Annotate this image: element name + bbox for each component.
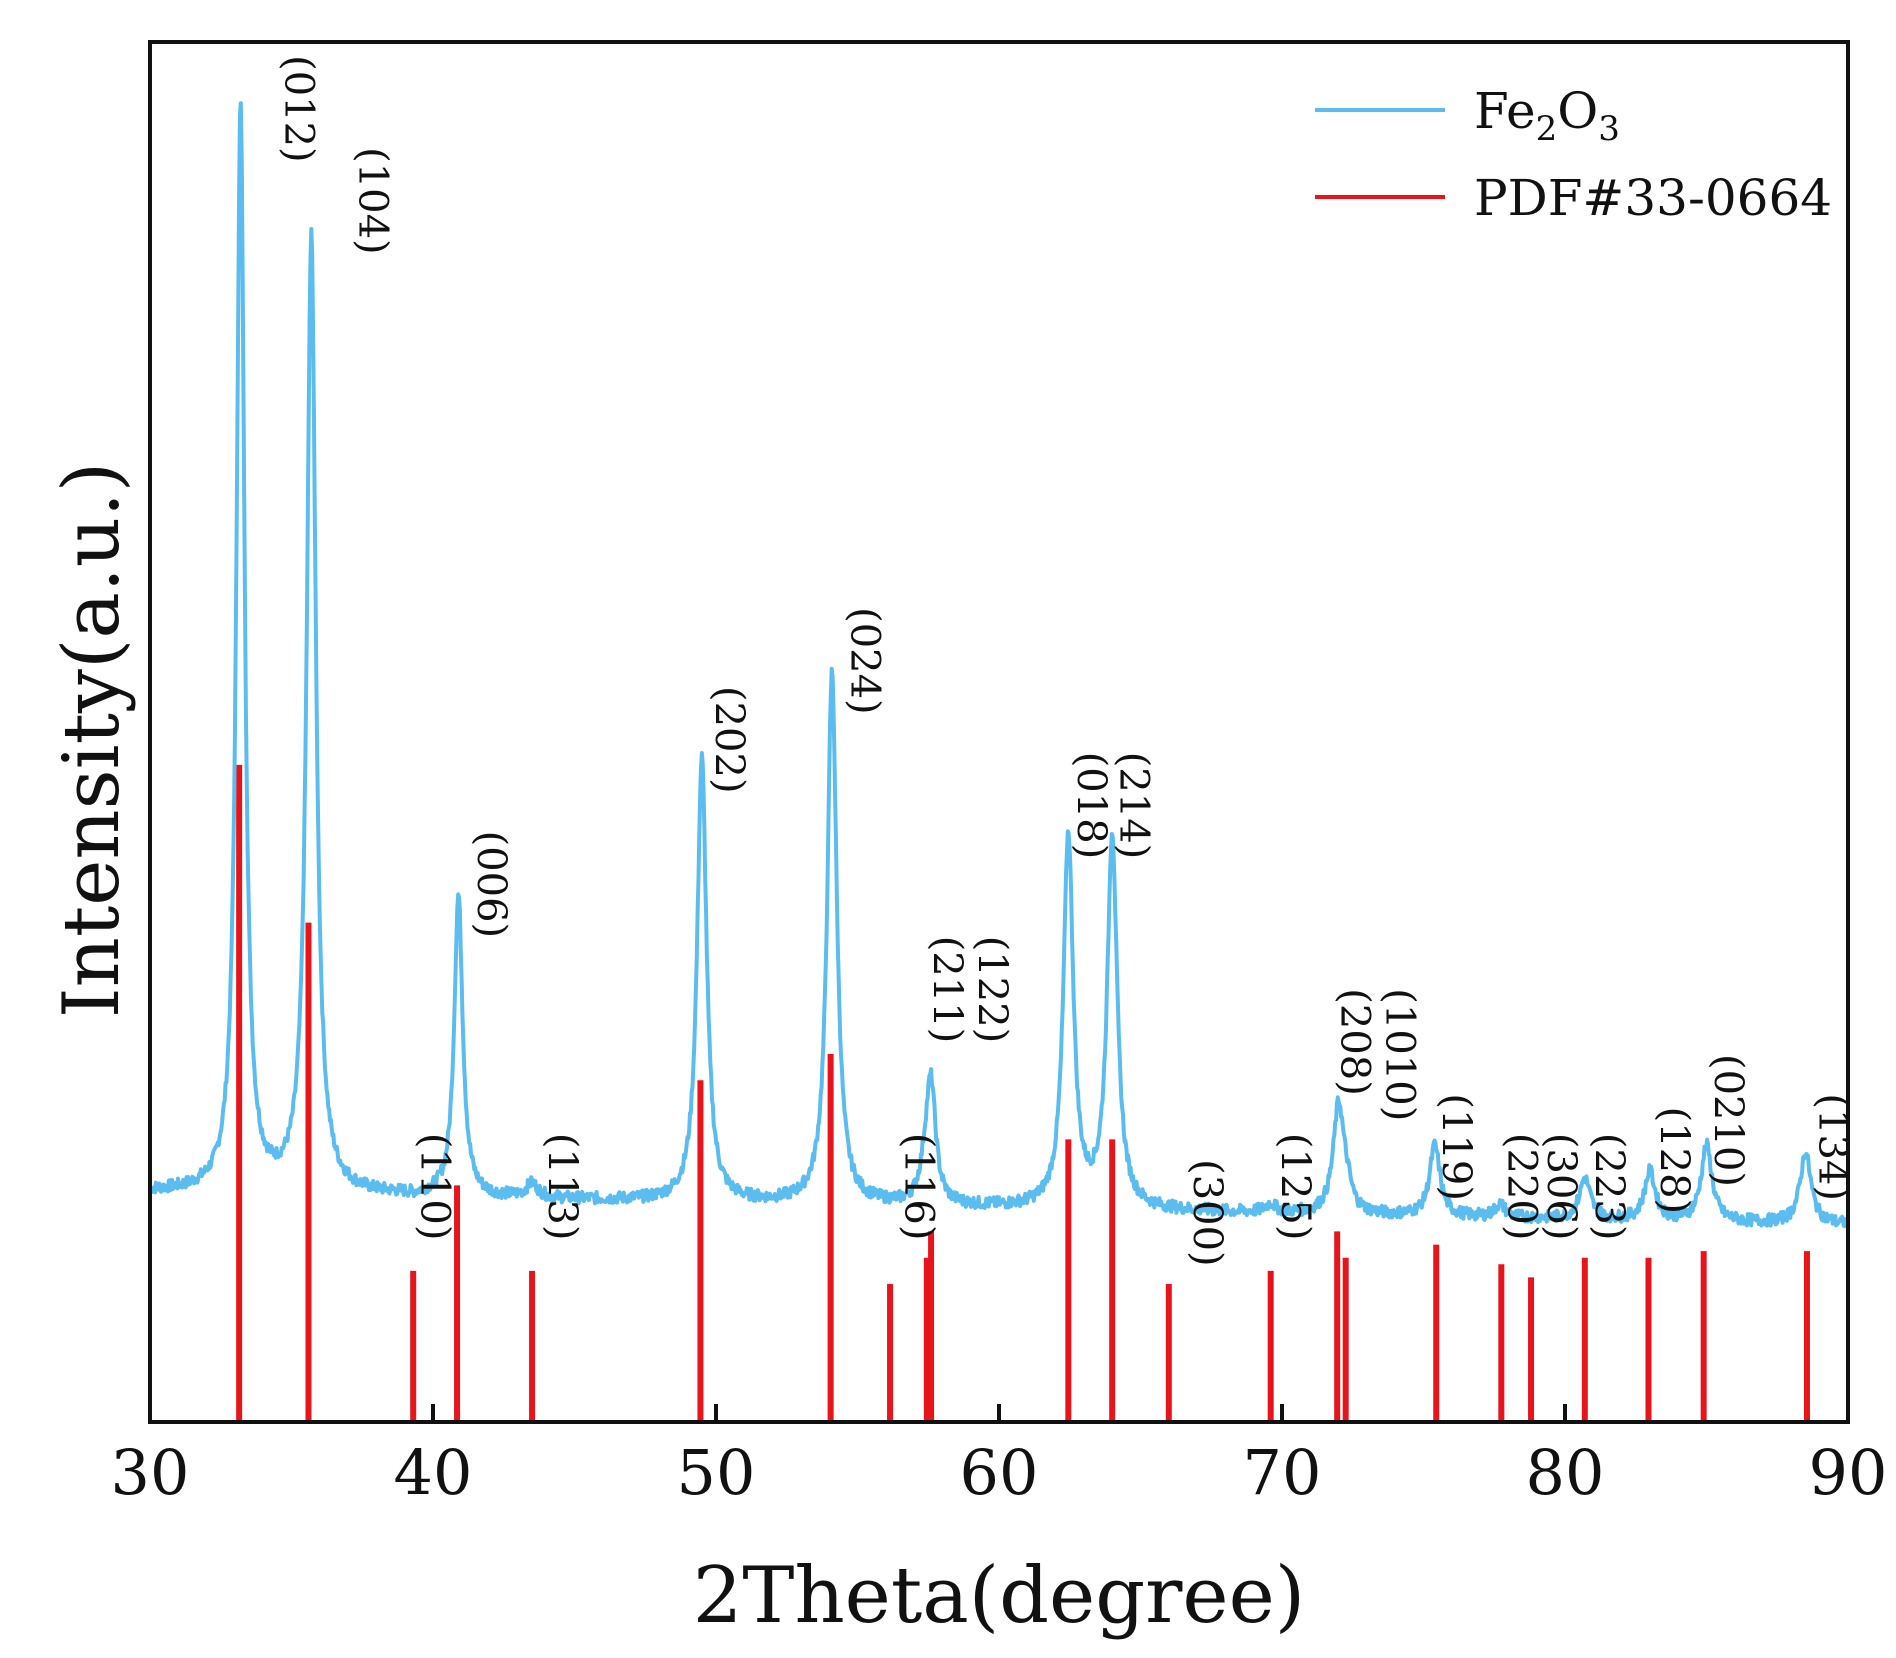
x-tick-label: 60 bbox=[960, 1436, 1039, 1509]
x-tick-label: 30 bbox=[111, 1436, 190, 1509]
x-tick-label: 40 bbox=[394, 1436, 473, 1509]
peak-annotation: (116) bbox=[896, 1133, 942, 1241]
peak-annotation: (024) bbox=[842, 607, 888, 715]
x-tick-label: 70 bbox=[1243, 1436, 1322, 1509]
peak-annotation: (113) bbox=[539, 1133, 585, 1241]
legend-label-fe2o3: Fe2O3 bbox=[1474, 82, 1620, 149]
peak-annotation: (306) bbox=[1538, 1133, 1584, 1241]
x-tick-label: 80 bbox=[1526, 1436, 1605, 1509]
peak-annotation: (134) bbox=[1810, 1093, 1856, 1201]
peak-annotation: (0210) bbox=[1705, 1054, 1751, 1187]
peak-annotation: (211) bbox=[924, 936, 970, 1044]
peak-annotation: (1010) bbox=[1377, 988, 1423, 1121]
x-tick-label: 90 bbox=[1809, 1436, 1888, 1509]
fe2o3-pattern-line bbox=[148, 101, 1850, 1229]
peak-annotation: (128) bbox=[1651, 1107, 1697, 1215]
peak-annotation: (214) bbox=[1111, 752, 1157, 860]
peak-annotation: (122) bbox=[969, 936, 1015, 1044]
legend: Fe2O3 PDF#33-0664 bbox=[1315, 82, 1832, 227]
peak-annotation: (220) bbox=[1498, 1133, 1544, 1241]
peak-annotation: (125) bbox=[1272, 1133, 1318, 1241]
peak-annotation: (208) bbox=[1331, 988, 1377, 1096]
plot-layer bbox=[148, 101, 1850, 1422]
annotation-layer: (012) (104) (110) (006) (113) (202) (024) (116)… bbox=[276, 55, 1856, 1267]
peak-annotation: (110) bbox=[412, 1133, 458, 1241]
x-axis-ticks: 30 40 50 60 70 80 90 bbox=[111, 1404, 1888, 1509]
peak-annotation: (104) bbox=[349, 147, 395, 255]
peak-annotation: (018) bbox=[1068, 752, 1114, 860]
peak-annotation: (223) bbox=[1586, 1133, 1632, 1241]
peak-annotation: (300) bbox=[1184, 1159, 1230, 1267]
peak-annotation: (006) bbox=[468, 831, 514, 939]
peak-annotation: (202) bbox=[706, 686, 752, 794]
x-axis-title: 2Theta(degree) bbox=[693, 1551, 1305, 1641]
x-tick-label: 50 bbox=[677, 1436, 756, 1509]
y-axis-title: Intensity(a.u.) bbox=[47, 462, 137, 1018]
legend-label-pdf: PDF#33-0664 bbox=[1474, 169, 1832, 227]
peak-annotation: (119) bbox=[1433, 1093, 1479, 1201]
peak-annotation: (012) bbox=[276, 55, 322, 163]
